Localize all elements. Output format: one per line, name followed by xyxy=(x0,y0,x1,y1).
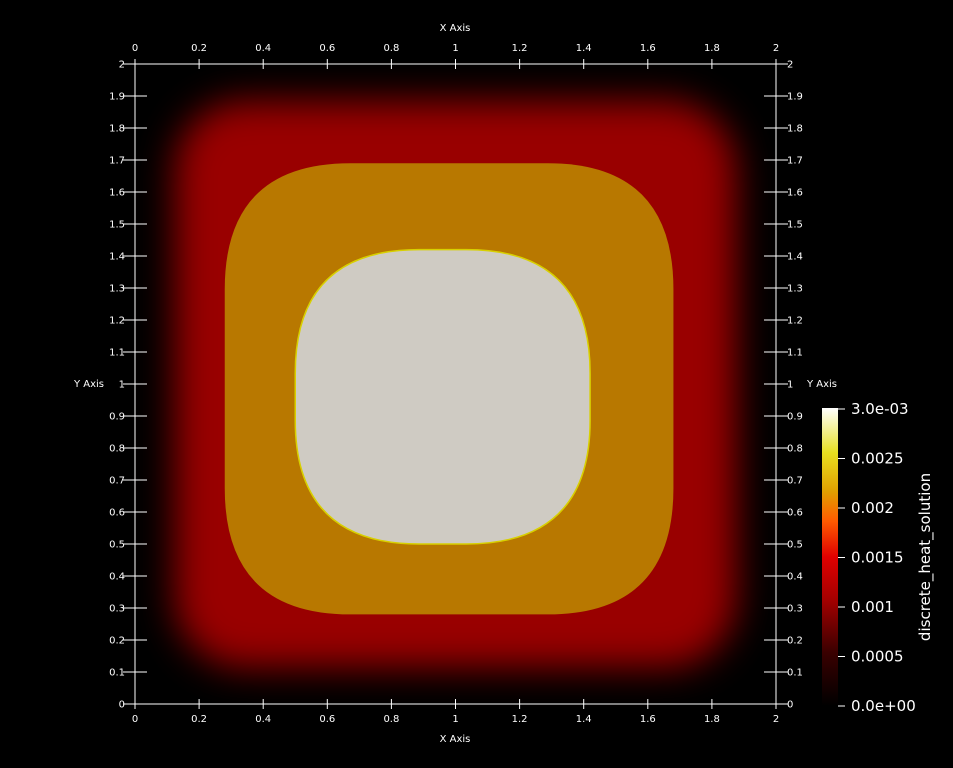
y-axis-title-left: Y Axis xyxy=(73,379,104,390)
x-tick-label-top: 1.2 xyxy=(512,43,528,54)
y-tick-label-right: 0.1 xyxy=(787,668,803,679)
y-tick-label-left: 1 xyxy=(119,380,125,391)
y-tick-label-left: 0.4 xyxy=(109,572,125,583)
y-tick-label-right: 2 xyxy=(787,60,793,71)
colorbar-tick-label: 3.0e-03 xyxy=(851,400,909,418)
x-tick-label-bottom: 1.4 xyxy=(576,714,592,725)
y-axis-title-right: Y Axis xyxy=(806,379,837,390)
colorbar-tick-label: 0.002 xyxy=(851,499,894,517)
x-tick-label-bottom: 1.8 xyxy=(704,714,720,725)
y-tick-label-right: 0.9 xyxy=(787,412,803,423)
y-tick-label-right: 0.4 xyxy=(787,572,803,583)
y-tick-label-right: 0 xyxy=(787,700,793,711)
x-tick-label-bottom: 1.2 xyxy=(512,714,528,725)
colorbar-tick-label: 0.0e+00 xyxy=(851,697,916,715)
y-tick-label-left: 0.2 xyxy=(109,636,125,647)
y-tick-label-right: 1.4 xyxy=(787,252,803,263)
y-tick-label-right: 0.7 xyxy=(787,476,803,487)
y-tick-label-left: 0.3 xyxy=(109,604,125,615)
y-tick-label-left: 0.1 xyxy=(109,668,125,679)
x-tick-label-bottom: 0.2 xyxy=(191,714,207,725)
y-tick-label-right: 1.8 xyxy=(787,124,803,135)
y-tick-label-right: 0.6 xyxy=(787,508,803,519)
y-axis-left: 0 0.1 0.2 0.3 0.4 0.5 0.6 0.7 0.8 0.9 1 1.1 1.2 1.3 1.… xyxy=(109,60,147,711)
y-tick-label-right: 1 xyxy=(787,380,793,391)
y-tick-label-right: 0.5 xyxy=(787,540,803,551)
y-tick-label-right: 1.3 xyxy=(787,284,803,295)
y-tick-label-left: 1.5 xyxy=(109,220,125,231)
y-tick-label-left: 0.5 xyxy=(109,540,125,551)
y-tick-label-left: 1.1 xyxy=(109,348,125,359)
y-tick-label-left: 1.7 xyxy=(109,156,125,167)
x-axis-title-bottom: X Axis xyxy=(440,734,471,745)
x-tick-label-top: 0.8 xyxy=(383,43,399,54)
x-tick-label-top: 1.8 xyxy=(704,43,720,54)
colorbar-title: discrete_heat_solution xyxy=(916,473,935,641)
x-axis-top: 0 0.2 0.4 0.6 0.8 1 1.2 1.4 1.6 1.8 2 xyxy=(132,43,779,69)
y-tick-label-left: 0.8 xyxy=(109,444,125,455)
y-tick-label-right: 1.9 xyxy=(787,92,803,103)
y-tick-label-left: 0.9 xyxy=(109,412,125,423)
x-tick-label-bottom: 1 xyxy=(452,714,458,725)
colorbar-tick-label: 0.001 xyxy=(851,598,894,616)
x-tick-label-bottom: 1.6 xyxy=(640,714,656,725)
x-tick-label-top: 0 xyxy=(132,43,138,54)
y-tick-label-left: 1.9 xyxy=(109,92,125,103)
x-tick-label-bottom: 0.4 xyxy=(255,714,271,725)
y-tick-label-left: 1.8 xyxy=(109,124,125,135)
y-tick-label-right: 0.8 xyxy=(787,444,803,455)
colorbar-tick-label: 0.0005 xyxy=(851,648,904,666)
y-tick-label-right: 1.2 xyxy=(787,316,803,327)
y-tick-label-left: 0.6 xyxy=(109,508,125,519)
y-tick-label-right: 1.5 xyxy=(787,220,803,231)
x-tick-label-top: 0.4 xyxy=(255,43,271,54)
y-tick-label-right: 0.3 xyxy=(787,604,803,615)
x-tick-label-top: 1 xyxy=(452,43,458,54)
x-tick-label-top: 1.4 xyxy=(576,43,592,54)
y-tick-label-right: 1.1 xyxy=(787,348,803,359)
x-tick-label-bottom: 0.6 xyxy=(319,714,335,725)
core-region xyxy=(294,248,591,545)
y-axis-right: 0 0.1 0.2 0.3 0.4 0.5 0.6 0.7 0.8 0.9 1 1.1 1.2 1.3 1.… xyxy=(764,60,803,711)
x-tick-label-top: 2 xyxy=(773,43,779,54)
x-tick-label-top: 0.2 xyxy=(191,43,207,54)
y-tick-label-right: 0.2 xyxy=(787,636,803,647)
y-tick-label-left: 1.2 xyxy=(109,316,125,327)
y-tick-label-left: 1.4 xyxy=(109,252,125,263)
x-tick-label-bottom: 2 xyxy=(773,714,779,725)
heat-field xyxy=(135,64,776,704)
y-tick-label-left: 0 xyxy=(119,700,125,711)
y-tick-label-right: 1.7 xyxy=(787,156,803,167)
x-tick-label-top: 1.6 xyxy=(640,43,656,54)
colorbar-labels: 3.0e-03 0.0025 0.002 0.0015 0.001 0.0005 0.0e+… xyxy=(838,400,916,715)
colorbar: 3.0e-03 0.0025 0.002 0.0015 0.001 0.0005 0.0e+… xyxy=(822,400,935,715)
y-tick-label-left: 1.3 xyxy=(109,284,125,295)
colorbar-bar xyxy=(822,408,838,706)
y-tick-label-left: 2 xyxy=(119,60,125,71)
y-tick-label-left: 1.6 xyxy=(109,188,125,199)
x-tick-label-top: 0.6 xyxy=(319,43,335,54)
y-tick-label-right: 1.6 xyxy=(787,188,803,199)
colorbar-tick-label: 0.0025 xyxy=(851,450,904,468)
x-axis-title-top: X Axis xyxy=(440,23,471,34)
y-tick-label-left: 0.7 xyxy=(109,476,125,487)
x-tick-label-bottom: 0 xyxy=(132,714,138,725)
x-tick-label-bottom: 0.8 xyxy=(383,714,399,725)
colorbar-tick-label: 0.0015 xyxy=(851,549,904,567)
